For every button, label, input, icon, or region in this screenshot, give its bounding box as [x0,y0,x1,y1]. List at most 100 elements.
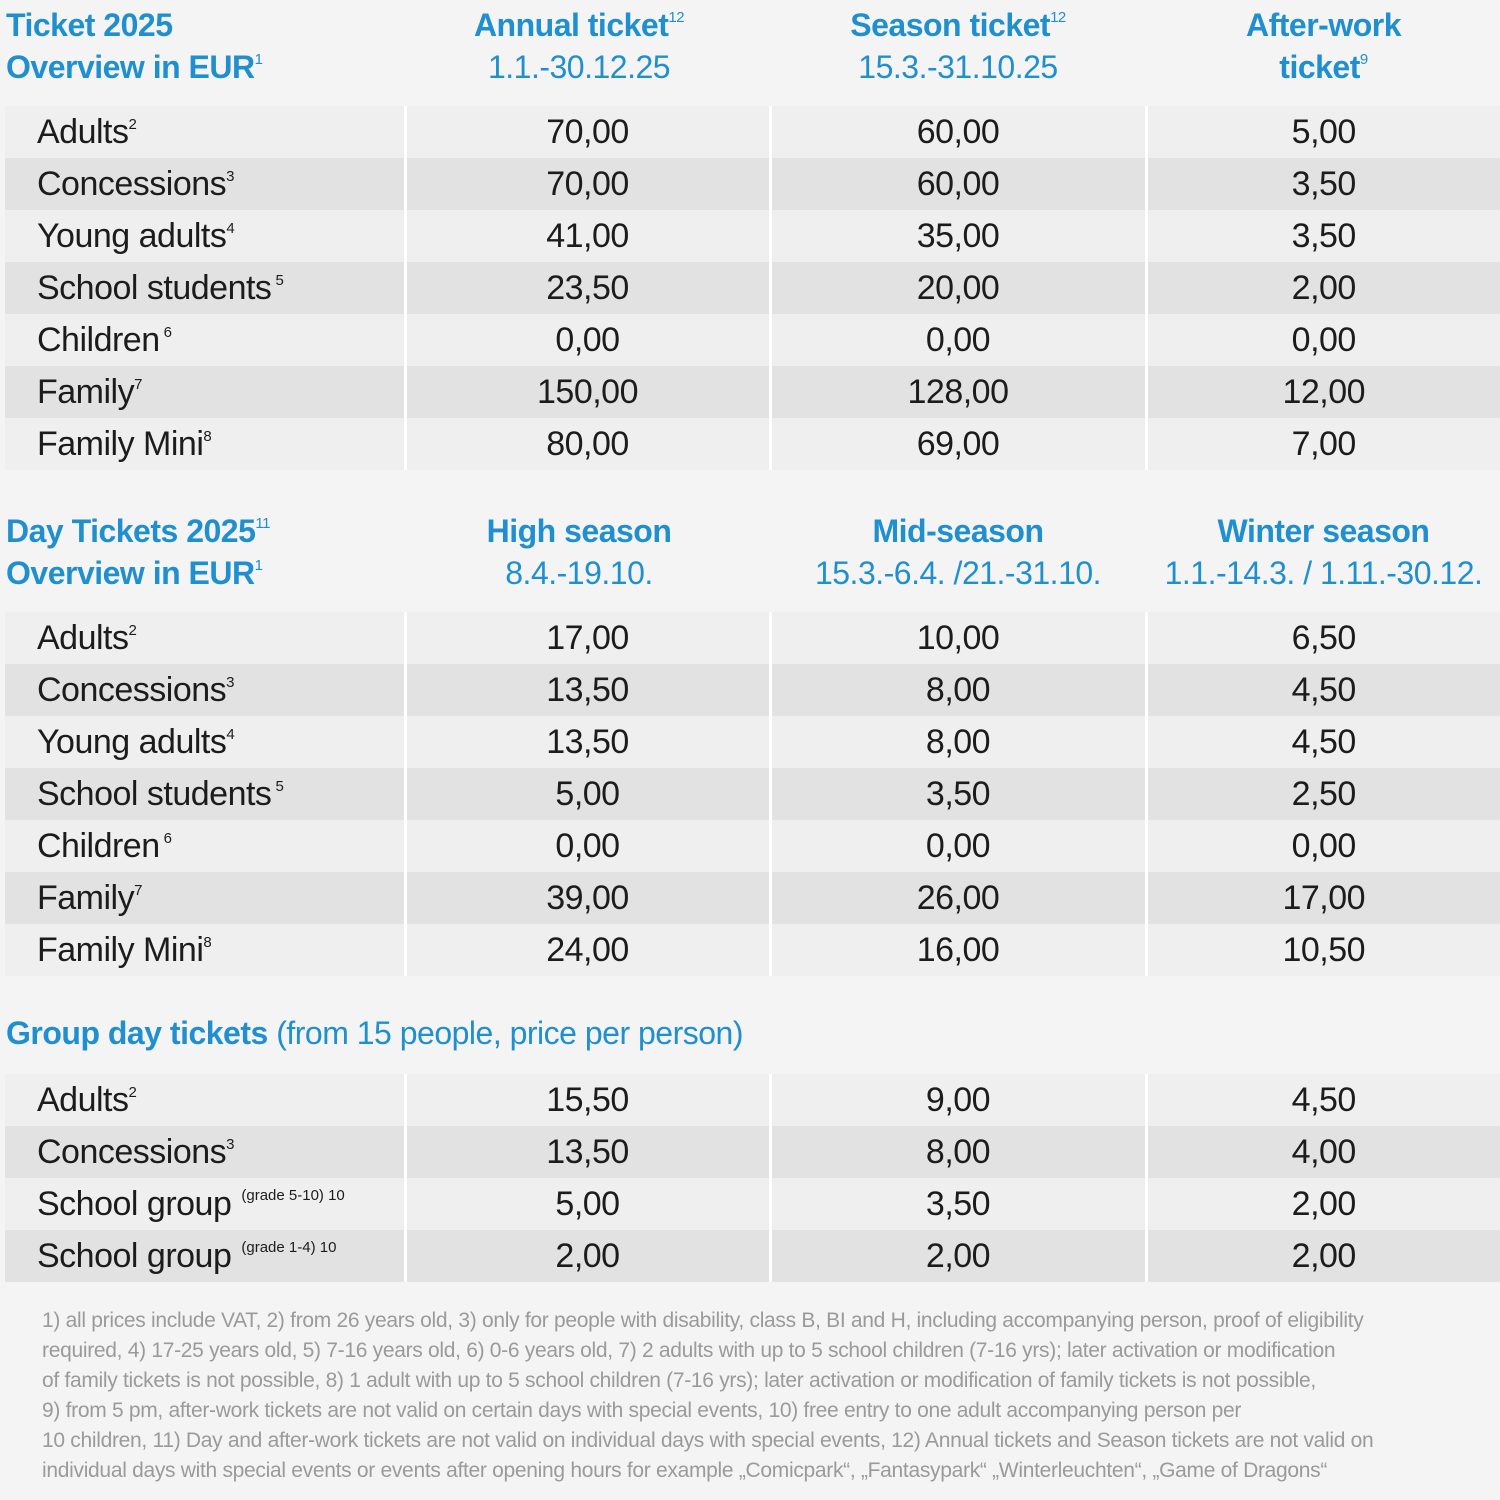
price-cell: 16,00 [768,924,1146,976]
price-cell: 3,50 [1144,210,1500,262]
price-cell: 128,00 [768,366,1146,418]
col-header-winter-season: Winter season 1.1.-14.3. / 1.11.-30.12. [1147,510,1500,594]
annual-subtitle: Overview in EUR [6,49,255,85]
col-header-season: Season ticket12 15.3.-31.10.25 [771,4,1145,88]
table-row: Children 6 0,00 0,00 0,00 [5,314,1500,366]
table-row: Family Mini8 24,00 16,00 10,50 [5,924,1500,976]
footnote-ref: 12 [1050,9,1066,26]
row-label-text: Adults [37,1080,129,1119]
price-cell: 20,00 [768,262,1146,314]
price-cell: 13,50 [403,716,770,768]
price-cell: 35,00 [768,210,1146,262]
row-label: Young adults4 [5,716,405,768]
footnote-ref: (grade 1-4) 10 [241,1238,337,1256]
price-cell: 3,50 [768,768,1146,820]
price-cell: 3,50 [1144,158,1500,210]
price-cell: 13,50 [403,1126,770,1178]
row-label-text: School students [37,268,272,307]
price-cell: 2,00 [1144,1178,1500,1230]
footnote-ref: 2 [128,115,137,133]
col-title: After-work [1245,7,1402,43]
day-title: Day Tickets 2025 [6,513,256,549]
price-cell: 26,00 [768,872,1146,924]
price-cell: 5,00 [403,1178,770,1230]
price-cell: 6,50 [1144,612,1500,664]
price-cell: 10,00 [768,612,1146,664]
row-label: Family Mini8 [5,418,405,470]
row-label-text: Concessions [37,164,227,203]
col-dates: 1.1.-14.3. / 1.11.-30.12. [1164,555,1483,591]
footnote-ref: 5 [275,777,284,795]
footnote-ref: 6 [163,323,172,341]
table-row: Young adults4 41,00 35,00 3,50 [5,210,1500,262]
day-section-title: Day Tickets 202511 Overview in EUR1 [6,510,270,594]
row-label-text: Adults [37,112,129,151]
footnote-ref: 6 [163,829,172,847]
annual-ticket-section: Ticket 2025 Overview in EUR1 Annual tick… [0,0,1500,470]
col-dates: 1.1.-30.12.25 [487,49,671,85]
row-label-text: School group [37,1236,232,1275]
price-cell: 3,50 [768,1178,1146,1230]
table-row: Young adults4 13,50 8,00 4,50 [5,716,1500,768]
price-cell: 7,00 [1144,418,1500,470]
price-cell: 2,00 [1144,1230,1500,1282]
table-row: Adults2 70,00 60,00 5,00 [5,106,1500,158]
table-row: Family7 39,00 26,00 17,00 [5,872,1500,924]
group-section-title: Group day tickets (from 15 people, price… [6,1012,743,1054]
day-subtitle: Overview in EUR [6,555,255,591]
col-title: Winter season [1217,513,1430,549]
day-ticket-header: Day Tickets 202511 Overview in EUR1 High… [0,506,1500,606]
price-cell: 5,00 [403,768,770,820]
row-label: Adults2 [5,612,405,664]
row-label: Family7 [5,366,405,418]
table-row: Adults2 17,00 10,00 6,50 [5,612,1500,664]
col-title: Annual ticket [473,7,669,43]
row-label-text: Concessions [37,1132,227,1171]
price-cell: 13,50 [403,664,770,716]
row-label-text: School group [37,1184,232,1223]
price-cell: 0,00 [1144,314,1500,366]
col-title: High season [486,513,672,549]
footnote-ref: 7 [134,375,142,393]
col-title: Mid-season [872,513,1044,549]
price-cell: 0,00 [403,820,770,872]
footnote-ref: 3 [226,167,234,185]
price-cell: 70,00 [403,106,770,158]
footnote-line: of family tickets is not possible, 8) 1 … [42,1369,1316,1392]
price-cell: 2,50 [1144,768,1500,820]
row-label-text: Family Mini [37,424,204,463]
group-price-table: Adults2 15,50 9,00 4,50 Concessions3 13,50 8,0… [5,1074,1500,1282]
table-row: School group (grade 1-4) 10 2,00 2,00 2,00 [5,1230,1500,1282]
group-title-bold: Group day tickets [6,1015,268,1051]
col-header-mid-season: Mid-season 15.3.-6.4. /21.-31.10. [771,510,1145,594]
row-label: School group (grade 1-4) 10 [5,1230,405,1282]
price-cell: 17,00 [403,612,770,664]
price-cell: 5,00 [1144,106,1500,158]
price-cell: 17,00 [1144,872,1500,924]
row-label-text: School students [37,774,272,813]
col-dates: 15.3.-6.4. /21.-31.10. [814,555,1102,591]
footnote-ref: 3 [226,673,234,691]
footnote-ref: 8 [203,933,212,951]
annual-ticket-header: Ticket 2025 Overview in EUR1 Annual tick… [0,0,1500,100]
row-label: Concessions3 [5,158,405,210]
footnote-ref: 8 [203,427,212,445]
row-label: Concessions3 [5,1126,405,1178]
row-label: Children 6 [5,314,405,366]
price-cell: 4,50 [1144,664,1500,716]
price-cell: 0,00 [1144,820,1500,872]
price-cell: 60,00 [768,106,1146,158]
price-cell: 24,00 [403,924,770,976]
col-header-high-season: High season 8.4.-19.10. [405,510,753,594]
footnote-ref: 3 [226,1135,234,1153]
row-label-text: Young adults [37,216,227,255]
table-row: School students 5 5,00 3,50 2,50 [5,768,1500,820]
row-label: Young adults4 [5,210,405,262]
price-cell: 2,00 [1144,262,1500,314]
price-cell: 0,00 [768,314,1146,366]
footnote-line: individual days with special events or e… [42,1459,1328,1482]
day-ticket-section: Day Tickets 202511 Overview in EUR1 High… [0,506,1500,976]
table-row: School group (grade 5-10) 10 5,00 3,50 2,00 [5,1178,1500,1230]
footnote-ref: 11 [255,515,270,532]
price-cell: 39,00 [403,872,770,924]
